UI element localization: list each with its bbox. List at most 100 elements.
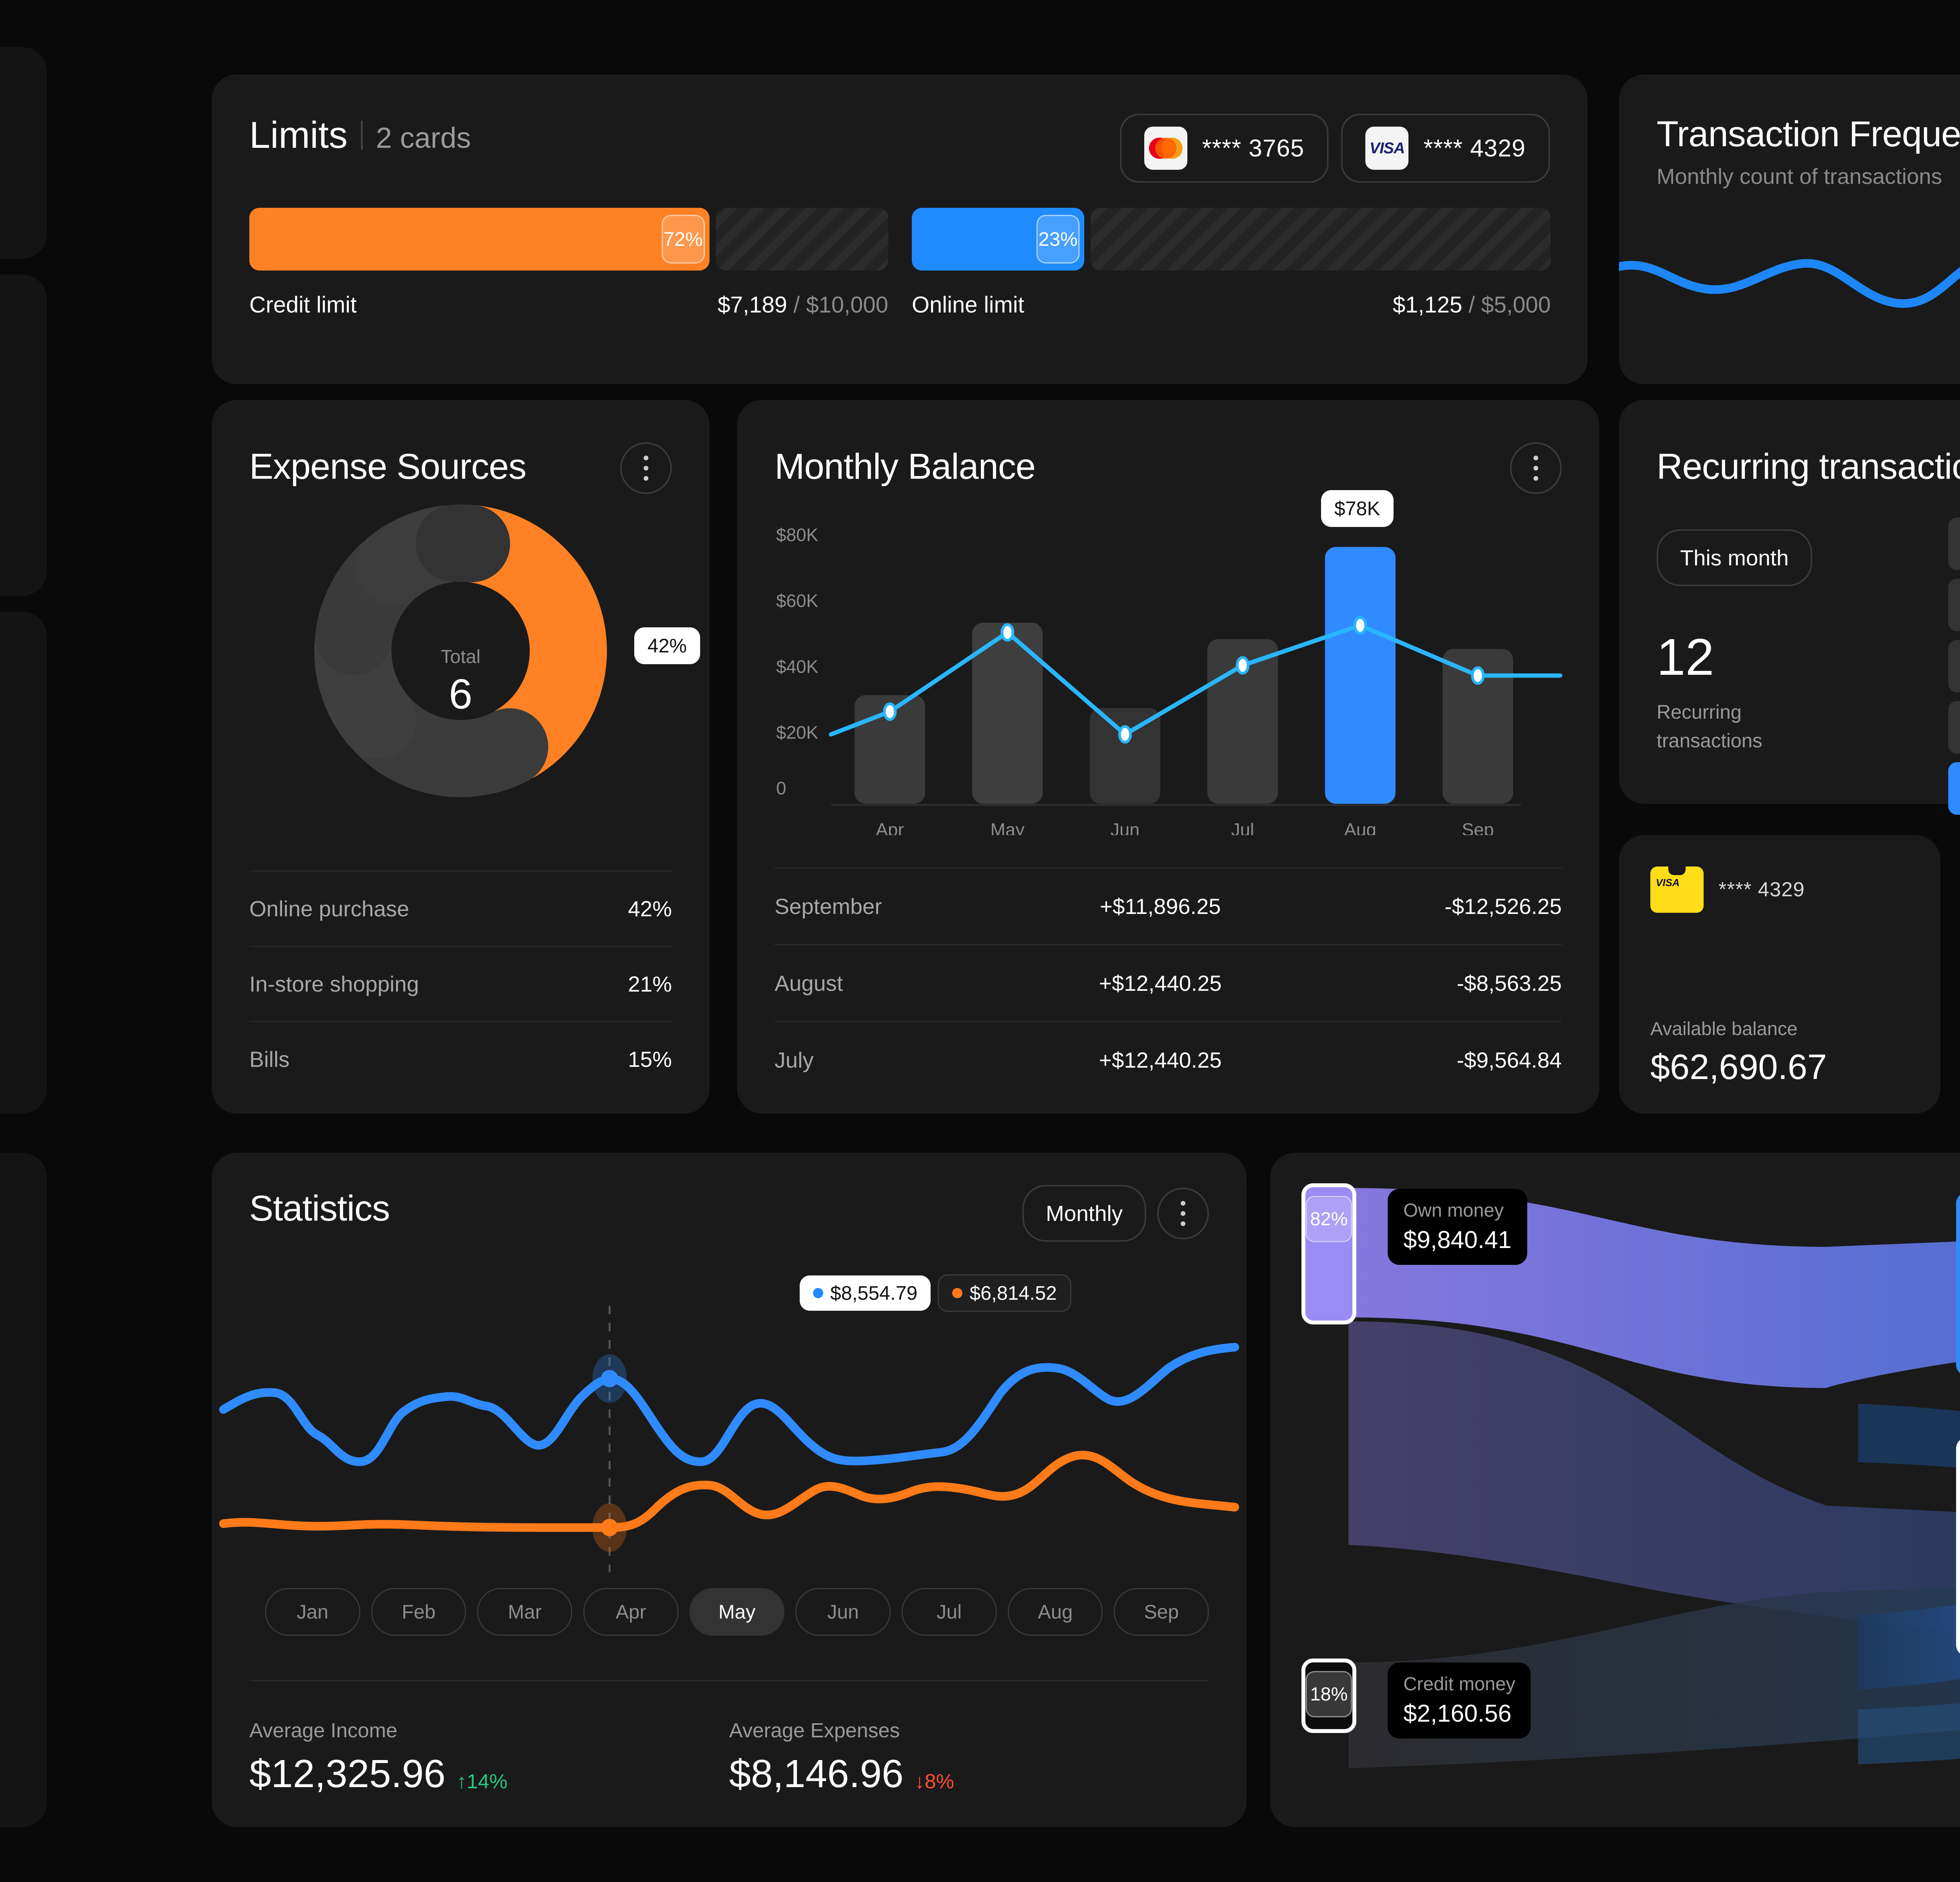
month-pill-jul[interactable]: Jul — [902, 1588, 997, 1636]
recurring-cell-r1-c1[interactable] — [1948, 518, 1960, 570]
sankey-node-credit-money[interactable]: 18% — [1301, 1659, 1356, 1733]
month-pill-apr[interactable]: Apr — [583, 1588, 679, 1636]
expense-source-percent: 21% — [628, 972, 672, 996]
online-limit-bar[interactable]: 23% — [912, 208, 1551, 271]
credit-limit-bar[interactable]: 72% — [249, 208, 888, 271]
card-chip-number: **** 3765 — [1202, 134, 1305, 162]
list-item[interactable]: In-store shopping 21% — [249, 946, 672, 1021]
summary-average-income: Average Income $12,325.96 ↑14% — [249, 1719, 729, 1793]
sankey-flows — [1348, 1188, 1960, 1768]
card-chip-mastercard[interactable]: **** 3765 — [1120, 114, 1329, 183]
recurring-cell-r2-c1[interactable] — [1948, 579, 1960, 631]
x-tick-label: Jun — [1111, 819, 1140, 835]
row-expense: -$9,564.84 — [1457, 1048, 1562, 1072]
average-expenses-value: $8,146.96 — [729, 1752, 904, 1796]
table-row[interactable]: September +$11,896.25 -$12,526.25 — [775, 867, 1562, 944]
recurring-count-label: Recurring transactions — [1657, 698, 1762, 755]
balance-card-label: Available balance — [1650, 1019, 1798, 1039]
month-pill-jun[interactable]: Jun — [795, 1588, 891, 1636]
sankey-own-money-amount: $9,840.41 — [1403, 1226, 1512, 1253]
expense-total-value: 6 — [448, 670, 473, 718]
row-month: August — [775, 971, 843, 995]
legend-income-value: $8,554.79 — [830, 1282, 918, 1304]
expense-sources-donut: Total 6 42% — [212, 498, 710, 804]
limit-row-credit: 72% Credit limit $7,189 / $10,000 — [249, 208, 888, 318]
expense-sources-center: Total 6 — [212, 646, 710, 718]
summary-average-expenses: Average Expenses $8,146.96 ↓8% — [729, 1719, 1209, 1793]
online-limit-remaining — [1091, 208, 1551, 271]
online-limit-used: $1,125 — [1392, 292, 1463, 318]
recurring-period-filter[interactable]: This month — [1657, 529, 1812, 586]
statistics-period-selector[interactable]: Monthly — [1022, 1185, 1146, 1242]
legend-bullet-icon — [813, 1288, 823, 1298]
table-row[interactable]: July +$12,440.25 -$9,564.84 — [775, 1021, 1562, 1098]
row-expense: -$12,526.25 — [1445, 894, 1562, 919]
x-tick-label: Apr — [876, 819, 904, 835]
credit-limit-fill: 72% — [249, 208, 710, 271]
arrow-down-icon: ↓ — [914, 1770, 925, 1793]
credit-limit-remaining — [715, 208, 888, 271]
title-divider — [361, 121, 363, 150]
average-expenses-delta: ↓8% — [915, 1770, 954, 1793]
y-tick-label: $60K — [776, 590, 818, 611]
sankey-node-own-money[interactable]: 82% — [1301, 1183, 1356, 1324]
statistics-legend: $8,554.79 $6,814.52 — [800, 1274, 1071, 1312]
transaction-frequency-panel: Transaction Frequency Monthly count of t… — [1619, 74, 1960, 384]
recurring-cell-r5-c1[interactable] — [1948, 762, 1960, 815]
transaction-frequency-sparkline — [1619, 259, 1960, 308]
statistics-menu-icon[interactable] — [1157, 1187, 1209, 1239]
recurring-cell-r4-c1[interactable] — [1948, 701, 1960, 754]
sankey-own-money-label: Own money — [1403, 1200, 1504, 1221]
balance-card-header: VISA **** 4329 — [1650, 867, 1805, 913]
list-item[interactable]: Bills 15% — [249, 1021, 672, 1096]
offscreen-panel-left-1 — [0, 47, 47, 259]
legend-item-expenses[interactable]: $6,814.52 — [938, 1274, 1071, 1312]
legend-item-income[interactable]: $8,554.79 — [800, 1275, 931, 1311]
recurring-count-label-line1: Recurring — [1657, 701, 1742, 723]
sankey-credit-money-amount: $2,160.56 — [1403, 1700, 1512, 1727]
row-expense: -$8,563.25 — [1457, 971, 1562, 995]
sankey-credit-money-label: Credit money — [1403, 1674, 1515, 1695]
expense-total-label: Total — [441, 647, 481, 667]
limits-header: Limits 2 cards — [249, 114, 471, 157]
month-pill-feb[interactable]: Feb — [371, 1588, 466, 1636]
card-chip-number: **** 4329 — [1423, 134, 1526, 162]
average-income-label: Average Income — [249, 1719, 397, 1742]
monthly-balance-table: September +$11,896.25 -$12,526.25 August… — [775, 867, 1562, 1098]
online-limit-values: $1,125 / $5,000 — [1392, 292, 1551, 318]
recurring-count-label-line2: transactions — [1657, 729, 1762, 752]
legend-expenses-value: $6,814.52 — [969, 1282, 1057, 1304]
expense-sources-panel: Expense Sources Total 6 — [212, 400, 710, 1114]
recurring-cell-r3-c1[interactable] — [1948, 640, 1960, 692]
monthly-balance-panel: Monthly Balance $80K $60K $40K $20K 0 — [737, 400, 1599, 1114]
limit-row-online: 23% Online limit $1,125 / $5,000 — [912, 208, 1551, 318]
balance-card-visa[interactable]: VISA **** 4329 Available balance $62,690… — [1619, 835, 1940, 1114]
month-pill-may[interactable]: May — [689, 1588, 785, 1636]
online-limit-percent: 23% — [1036, 215, 1080, 263]
limits-panel: Limits 2 cards **** 3765 VISA **** 4329 … — [212, 74, 1588, 384]
credit-limit-values: $7,189 / $10,000 — [717, 292, 888, 318]
sankey-node-card-4329[interactable]: 52% — [1956, 1437, 1960, 1657]
row-income: +$12,440.25 — [1099, 971, 1222, 995]
month-pill-sep[interactable]: Sep — [1114, 1588, 1209, 1636]
list-item[interactable]: Online purchase 42% — [249, 870, 672, 946]
y-tick-label: $20K — [776, 722, 818, 743]
transaction-frequency-subtitle: Monthly count of transactions — [1657, 164, 1942, 189]
sankey-own-money-percent: 82% — [1306, 1196, 1352, 1242]
table-row[interactable]: August +$12,440.25 -$8,563.25 — [775, 944, 1562, 1021]
monthly-balance-menu-icon[interactable] — [1510, 442, 1562, 494]
mastercard-icon — [1144, 127, 1187, 170]
offscreen-panel-left-4 — [0, 1153, 47, 1827]
credit-limit-used: $7,189 — [717, 292, 787, 318]
month-pill-jan[interactable]: Jan — [265, 1588, 360, 1636]
card-chip-visa[interactable]: VISA **** 4329 — [1341, 114, 1550, 183]
y-tick-label: 0 — [776, 778, 786, 798]
x-tick-label: Jul — [1231, 819, 1254, 835]
month-pill-aug[interactable]: Aug — [1007, 1588, 1103, 1636]
expense-sources-menu-icon[interactable] — [620, 442, 672, 494]
average-expenses-delta-value: 8% — [924, 1770, 955, 1793]
sankey-node-target-48[interactable]: 48% — [1956, 1192, 1960, 1376]
month-pill-mar[interactable]: Mar — [477, 1588, 573, 1636]
balance-card-number: **** 4329 — [1719, 878, 1805, 901]
